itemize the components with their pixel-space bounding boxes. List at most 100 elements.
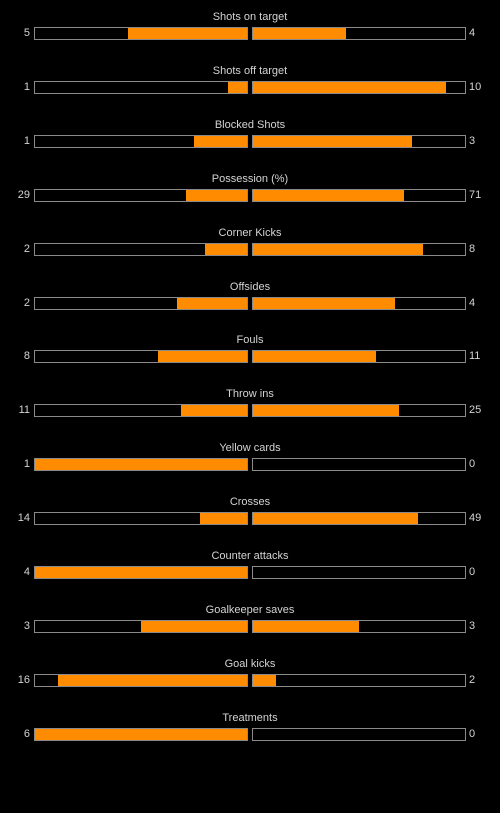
home-bar bbox=[34, 242, 248, 256]
home-value: 2 bbox=[23, 296, 30, 309]
home-value: 6 bbox=[23, 727, 30, 740]
stat-label: Blocked Shots bbox=[214, 118, 286, 131]
stat-row: Counter attacks 4 0 bbox=[0, 550, 500, 590]
home-value: 2 bbox=[23, 242, 30, 255]
home-value: 5 bbox=[23, 27, 30, 39]
away-bar bbox=[252, 566, 466, 579]
home-value: 1 bbox=[23, 80, 30, 93]
stat-label: Corner Kicks bbox=[218, 226, 282, 239]
away-value: 0 bbox=[469, 566, 476, 578]
stat-label: Goalkeeper saves bbox=[205, 603, 295, 616]
away-bar bbox=[252, 673, 466, 687]
home-bar bbox=[34, 619, 248, 633]
home-bar-fill bbox=[35, 728, 247, 740]
away-bar-fill bbox=[253, 513, 419, 525]
home-bar-fill bbox=[128, 28, 247, 39]
stat-row: Throw ins 11 25 bbox=[0, 388, 500, 428]
home-bar bbox=[34, 134, 248, 148]
away-value: 11 bbox=[469, 350, 481, 363]
stat-label: Possession (%) bbox=[211, 172, 289, 185]
home-value: 3 bbox=[23, 619, 30, 632]
stat-row: Goal kicks 16 2 bbox=[0, 658, 500, 698]
away-bar bbox=[252, 134, 466, 148]
stat-row: Blocked Shots 1 3 bbox=[0, 119, 500, 159]
stat-label: Throw ins bbox=[226, 388, 274, 401]
home-bar bbox=[34, 350, 248, 364]
stat-row: Treatments 6 0 bbox=[0, 712, 500, 752]
stat-label: Goal kicks bbox=[224, 657, 276, 670]
away-value: 0 bbox=[469, 458, 476, 471]
away-bar bbox=[252, 188, 466, 202]
stat-row: Fouls 8 11 bbox=[0, 334, 500, 374]
stat-label: Offsides bbox=[229, 280, 271, 293]
home-value: 16 bbox=[17, 673, 30, 686]
stat-label: Fouls bbox=[236, 334, 264, 347]
home-bar bbox=[34, 673, 248, 687]
home-bar bbox=[34, 188, 248, 202]
stat-label: Yellow cards bbox=[219, 442, 281, 455]
away-bar bbox=[252, 404, 466, 418]
home-value: 1 bbox=[23, 134, 30, 147]
stat-label: Shots on target bbox=[212, 11, 288, 23]
home-bar-fill bbox=[35, 567, 247, 578]
away-value: 3 bbox=[469, 134, 476, 147]
away-bar bbox=[252, 727, 466, 741]
home-bar-fill bbox=[181, 405, 247, 417]
away-value: 3 bbox=[469, 619, 476, 632]
home-bar bbox=[34, 80, 248, 94]
away-bar bbox=[252, 296, 466, 310]
away-bar-fill bbox=[253, 28, 347, 39]
home-value: 29 bbox=[17, 188, 30, 201]
home-bar-fill bbox=[185, 189, 247, 201]
away-value: 25 bbox=[469, 404, 482, 417]
away-bar bbox=[252, 619, 466, 633]
home-bar-fill bbox=[194, 135, 247, 147]
home-bar-fill bbox=[227, 81, 247, 93]
stat-row: Possession (%) 29 71 bbox=[0, 173, 500, 213]
home-bar-fill bbox=[58, 674, 247, 686]
stat-label: Crosses bbox=[229, 496, 271, 509]
away-bar bbox=[252, 27, 466, 40]
stat-row: Shots off target 1 10 bbox=[0, 65, 500, 105]
away-bar-fill bbox=[253, 135, 412, 147]
away-value: 10 bbox=[469, 80, 482, 93]
stat-label: Treatments bbox=[222, 711, 278, 724]
home-bar-fill bbox=[157, 351, 247, 363]
home-value: 11 bbox=[18, 404, 30, 417]
away-bar-fill bbox=[253, 405, 400, 417]
away-value: 8 bbox=[469, 242, 476, 255]
away-bar-fill bbox=[253, 81, 446, 93]
stat-label: Shots off target bbox=[212, 64, 288, 77]
away-bar-fill bbox=[253, 351, 376, 363]
stat-row: Crosses 14 49 bbox=[0, 496, 500, 536]
away-value: 0 bbox=[469, 727, 476, 740]
stat-label: Counter attacks bbox=[211, 550, 289, 562]
home-bar-fill bbox=[200, 513, 247, 525]
away-bar-fill bbox=[253, 297, 396, 309]
away-bar bbox=[252, 512, 466, 526]
stat-row: Offsides 2 4 bbox=[0, 281, 500, 321]
away-bar-fill bbox=[253, 620, 359, 632]
home-value: 4 bbox=[23, 566, 30, 578]
away-bar-fill bbox=[253, 674, 277, 686]
stat-row: Yellow cards 1 0 bbox=[0, 442, 500, 482]
home-bar-fill bbox=[204, 243, 247, 255]
away-bar-fill bbox=[253, 189, 404, 201]
away-value: 49 bbox=[469, 512, 482, 525]
away-value: 4 bbox=[469, 27, 476, 39]
away-value: 2 bbox=[469, 673, 476, 686]
away-bar bbox=[252, 242, 466, 256]
away-bar bbox=[252, 80, 466, 94]
away-value: 4 bbox=[469, 296, 476, 309]
stat-row: Goalkeeper saves 3 3 bbox=[0, 604, 500, 644]
home-bar bbox=[34, 727, 248, 741]
home-bar-fill bbox=[177, 297, 247, 309]
home-bar bbox=[34, 404, 248, 418]
home-bar bbox=[34, 27, 248, 40]
home-bar bbox=[34, 458, 248, 472]
home-bar bbox=[34, 296, 248, 310]
home-bar-fill bbox=[35, 459, 247, 471]
away-bar-fill bbox=[253, 243, 423, 255]
away-bar bbox=[252, 458, 466, 472]
